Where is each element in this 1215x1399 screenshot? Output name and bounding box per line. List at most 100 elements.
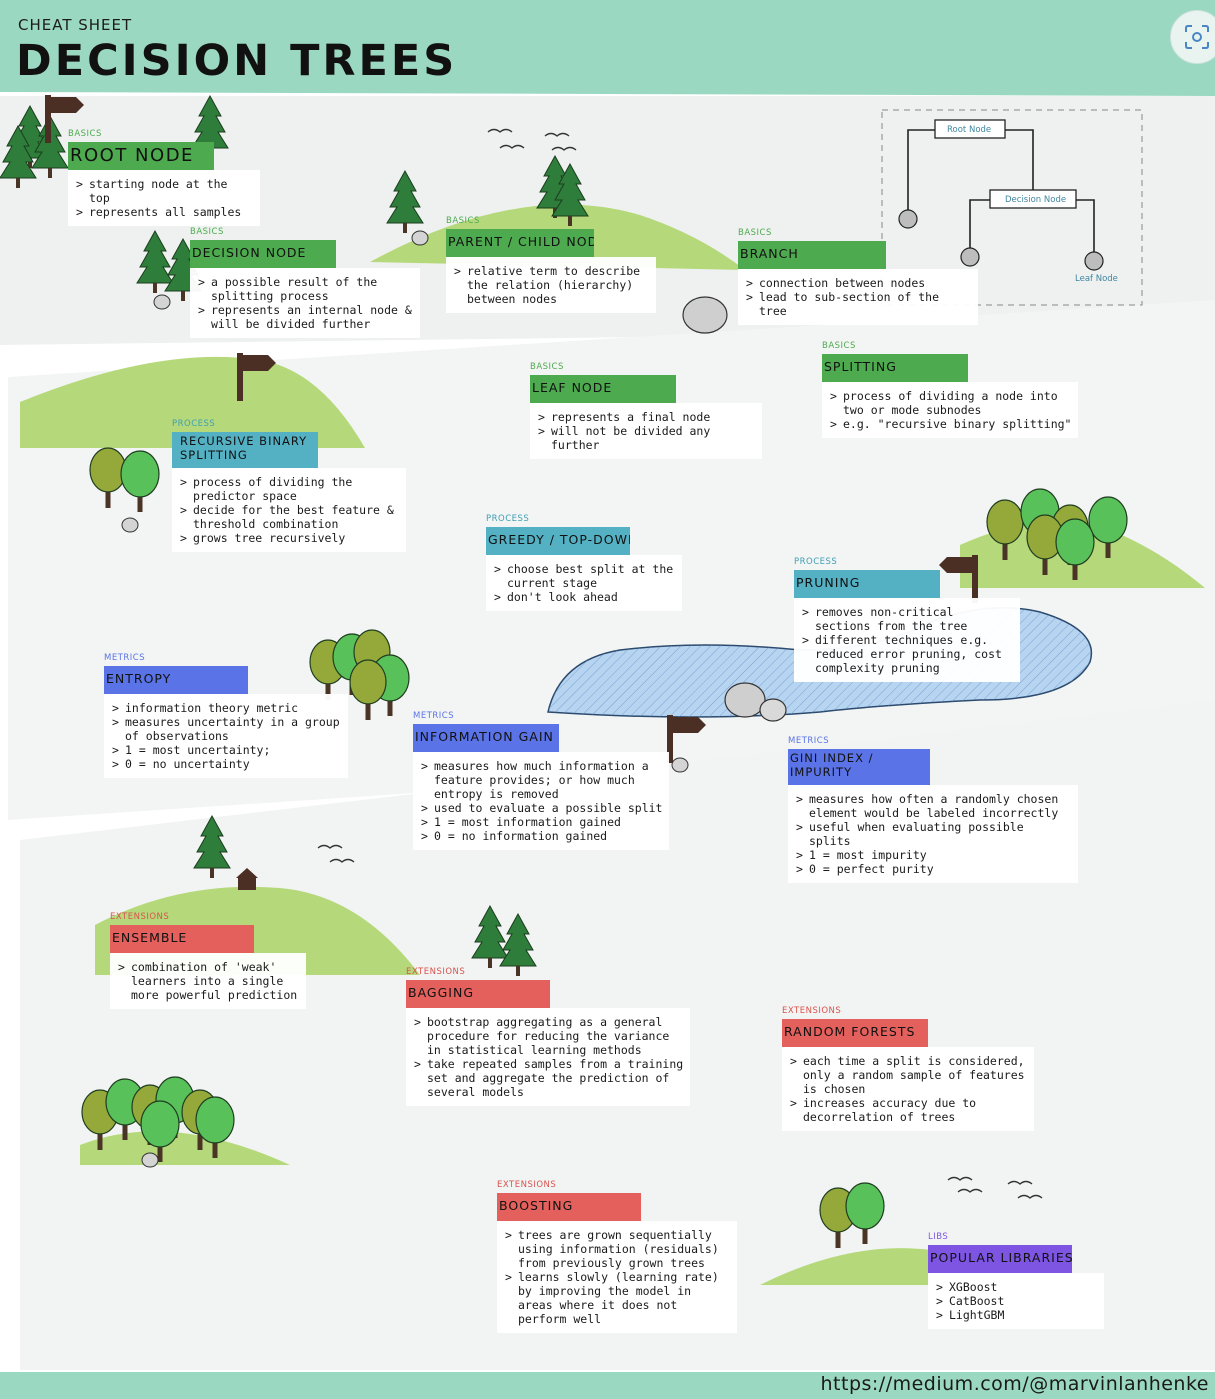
- card-title: ENTROPY: [104, 666, 248, 694]
- diagram-decision-label: Decision Node: [1005, 195, 1067, 205]
- card-entropy: METRICS ENTROPY information theory metri…: [104, 653, 348, 778]
- card-category: EXTENSIONS: [406, 967, 466, 977]
- card-category: EXTENSIONS: [782, 1006, 842, 1016]
- bullet-item: represents a final node: [536, 410, 756, 424]
- diagram-leaf-label: Leaf Node: [1075, 274, 1118, 284]
- bullet-item: lead to sub-section of the tree: [744, 290, 972, 318]
- card-category: PROCESS: [486, 514, 530, 524]
- card-gini-index: METRICS GINI INDEX / IMPURITY measures h…: [788, 736, 1078, 883]
- card-bagging: EXTENSIONS BAGGING bootstrap aggregating…: [406, 967, 690, 1106]
- bullet-item: used to evaluate a possible split: [419, 801, 663, 815]
- card-title: BRANCH: [738, 241, 886, 269]
- bullet-item: measures how often a randomly chosen ele…: [794, 792, 1072, 820]
- card-body: process of dividing a node into two or m…: [822, 382, 1078, 438]
- card-body: measures how much information a feature …: [413, 752, 669, 850]
- card-random-forests: EXTENSIONS RANDOM FORESTS each time a sp…: [782, 1006, 1034, 1131]
- bullet-item: 0 = no information gained: [419, 829, 663, 843]
- card-category: METRICS: [788, 736, 830, 746]
- header-band: [0, 0, 1215, 96]
- card-category: EXTENSIONS: [497, 1180, 557, 1190]
- card-body: choose best split at the current stagedo…: [486, 555, 682, 611]
- bullet-item: a possible result of the splitting proce…: [196, 275, 414, 303]
- card-title: INFORMATION GAIN: [413, 724, 559, 752]
- bullet-item: 0 = no uncertainty: [110, 757, 342, 771]
- bullet-item: take repeated samples from a training se…: [412, 1057, 684, 1099]
- bullet-item: each time a split is considered, only a …: [788, 1054, 1028, 1096]
- author-credit-link[interactable]: https://medium.com/@marvinlanhenke: [820, 1373, 1209, 1395]
- card-greedy-top-down: PROCESS GREEDY / TOP-DOWN choose best sp…: [486, 514, 682, 611]
- card-body: trees are grown sequentially using infor…: [497, 1221, 737, 1333]
- bullet-item: connection between nodes: [744, 276, 972, 290]
- bullet-item: represents all samples: [74, 205, 254, 219]
- card-root-node: BASICS ROOT NODE starting node at the to…: [68, 129, 260, 226]
- screenshot-lens-button[interactable]: [1170, 10, 1215, 64]
- card-category: BASICS: [530, 362, 564, 372]
- card-ensemble: EXTENSIONS ENSEMBLE combination of 'weak…: [110, 912, 306, 1009]
- bullet-item: 0 = perfect purity: [794, 862, 1072, 876]
- card-category: BASICS: [738, 228, 772, 238]
- bullet-item: CatBoost: [934, 1294, 1098, 1308]
- card-title: GREEDY / TOP-DOWN: [486, 527, 630, 555]
- bullet-item: trees are grown sequentially using infor…: [503, 1228, 731, 1270]
- bullet-item: process of dividing a node into two or m…: [828, 389, 1072, 417]
- card-title: GINI INDEX / IMPURITY: [788, 749, 930, 785]
- card-title: ENSEMBLE: [110, 925, 254, 953]
- card-boosting: EXTENSIONS BOOSTING trees are grown sequ…: [497, 1180, 737, 1333]
- bullet-item: information theory metric: [110, 701, 342, 715]
- card-title: SPLITTING: [822, 354, 968, 382]
- card-category: BASICS: [822, 341, 856, 351]
- bullet-item: bootstrap aggregating as a general proce…: [412, 1015, 684, 1057]
- card-category: BASICS: [190, 227, 224, 237]
- screenshot-lens-icon: [1185, 25, 1209, 49]
- card-title: RECURSIVE BINARY SPLITTING: [172, 432, 318, 468]
- bullet-item: measures uncertainty in a group of obser…: [110, 715, 342, 743]
- bullet-item: decide for the best feature & threshold …: [178, 503, 400, 531]
- bullet-item: removes non-critical sections from the t…: [800, 605, 1014, 633]
- card-title: RANDOM FORESTS: [782, 1019, 928, 1047]
- card-body: starting node at the toprepresents all s…: [68, 170, 260, 226]
- card-title: BOOSTING: [497, 1193, 641, 1221]
- card-category: METRICS: [413, 711, 455, 721]
- card-category: PROCESS: [794, 557, 838, 567]
- bullet-item: combination of 'weak' learners into a si…: [116, 960, 300, 1002]
- card-splitting: BASICS SPLITTING process of dividing a n…: [822, 341, 1078, 438]
- card-title: POPULAR LIBRARIES: [928, 1245, 1072, 1273]
- bullet-item: choose best split at the current stage: [492, 562, 676, 590]
- card-body: process of dividing the predictor spaced…: [172, 468, 406, 552]
- card-branch: BASICS BRANCH connection between nodesle…: [738, 228, 978, 325]
- bullet-item: will not be divided any further: [536, 424, 756, 452]
- card-decision-node: BASICS DECISION NODE a possible result o…: [190, 227, 420, 338]
- card-pruning: PROCESS PRUNING removes non-critical sec…: [794, 557, 1020, 682]
- card-category: PROCESS: [172, 419, 216, 429]
- card-body: connection between nodeslead to sub-sect…: [738, 269, 978, 325]
- card-leaf-node: BASICS LEAF NODE represents a final node…: [530, 362, 762, 459]
- bullet-item: measures how much information a feature …: [419, 759, 663, 801]
- card-title: PARENT / CHILD NODE: [446, 229, 594, 257]
- card-body: each time a split is considered, only a …: [782, 1047, 1034, 1131]
- bullet-item: e.g. "recursive binary splitting": [828, 417, 1072, 431]
- bullet-item: different techniques e.g. reduced error …: [800, 633, 1014, 675]
- bullet-item: relative term to describe the relation (…: [452, 264, 650, 306]
- bullet-item: LightGBM: [934, 1308, 1098, 1322]
- card-title: ROOT NODE: [68, 142, 214, 170]
- bullet-item: 1 = most information gained: [419, 815, 663, 829]
- card-recursive-binary-splitting: PROCESS RECURSIVE BINARY SPLITTING proce…: [172, 419, 406, 552]
- diagram-root-label: Root Node: [947, 125, 992, 135]
- card-category: LIBS: [928, 1232, 949, 1242]
- bullet-item: starting node at the top: [74, 177, 254, 205]
- card-title: PRUNING: [794, 570, 940, 598]
- card-information-gain: METRICS INFORMATION GAIN measures how mu…: [413, 711, 669, 850]
- header: CHEAT SHEET DECISION TREES: [0, 0, 1215, 96]
- card-title: LEAF NODE: [530, 375, 676, 403]
- card-body: removes non-critical sections from the t…: [794, 598, 1020, 682]
- bullet-item: represents an internal node & will be di…: [196, 303, 414, 331]
- footer-band: https://medium.com/@marvinlanhenke: [0, 1372, 1215, 1399]
- card-parent-child-node: BASICS PARENT / CHILD NODE relative term…: [446, 216, 656, 313]
- card-body: bootstrap aggregating as a general proce…: [406, 1008, 690, 1106]
- bullet-item: learns slowly (learning rate) by improvi…: [503, 1270, 731, 1326]
- tree-diagram-frame: [881, 109, 1143, 306]
- bullet-item: process of dividing the predictor space: [178, 475, 400, 503]
- card-category: BASICS: [446, 216, 480, 226]
- card-body: a possible result of the splitting proce…: [190, 268, 420, 338]
- diagram-root-node: [934, 119, 1006, 139]
